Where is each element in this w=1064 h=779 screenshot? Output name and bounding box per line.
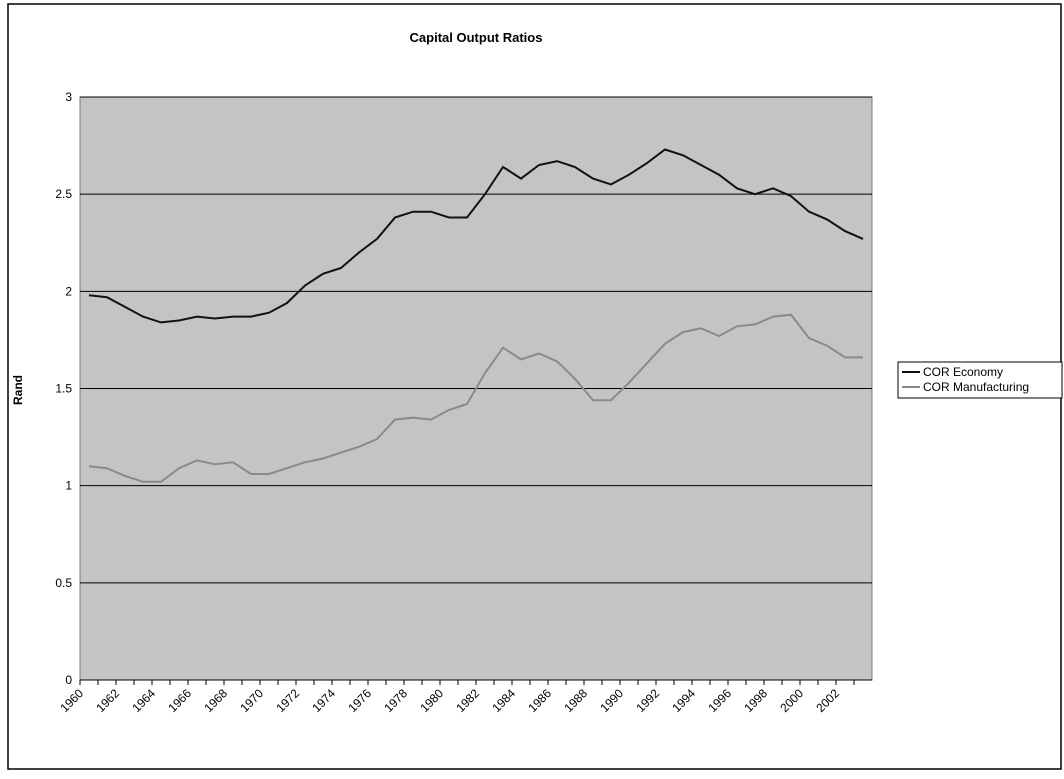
y-tick-label: 3 (65, 90, 72, 104)
y-axis-label: Rand (11, 375, 25, 405)
y-tick-label: 1 (65, 479, 72, 493)
y-tick-label: 2 (65, 284, 72, 298)
y-tick-label: 2.5 (55, 187, 72, 201)
y-tick-label: 0.5 (55, 576, 72, 590)
line-series (88, 313, 863, 483)
chart-title: Capital Output Ratios (410, 30, 543, 45)
y-tick-label: 0 (65, 673, 72, 687)
line-series (88, 148, 864, 324)
legend-label: COR Economy (923, 365, 1003, 379)
legend (897, 361, 1063, 399)
legend-label: COR Manufacturing (923, 380, 1029, 394)
y-tick-label: 1.5 (55, 382, 72, 396)
